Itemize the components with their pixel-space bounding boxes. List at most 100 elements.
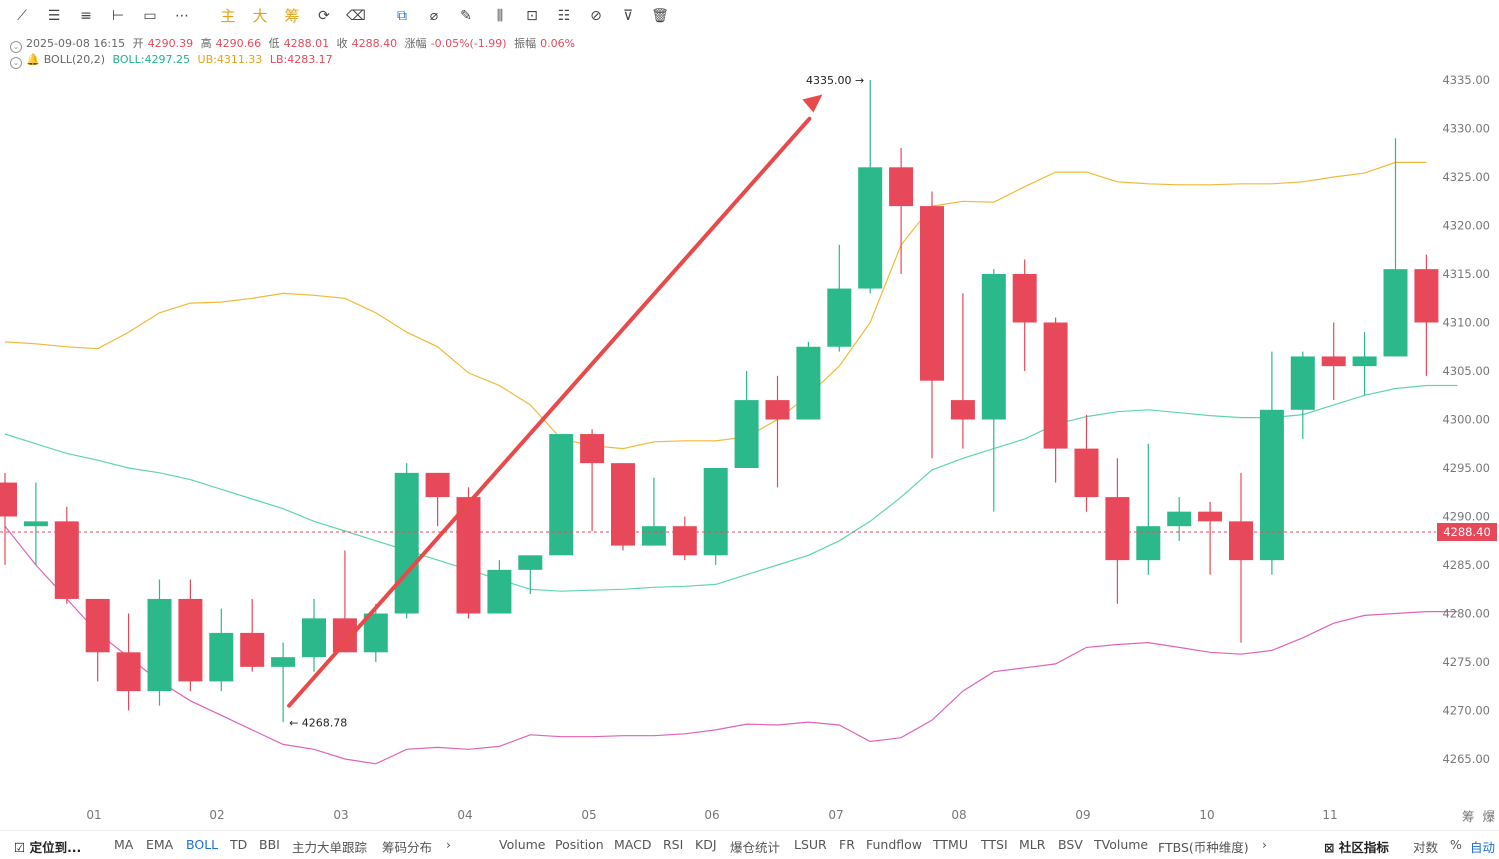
indicator-lsur[interactable]: LSUR	[794, 837, 827, 852]
community-indicators-button[interactable]: ⊠ 社区指标	[1324, 840, 1389, 855]
open-value: 4290.39	[147, 37, 194, 50]
magnet-icon[interactable]: ⊘	[590, 8, 602, 24]
candle-body	[271, 657, 296, 667]
copy-icon[interactable]: ⧉	[397, 8, 407, 24]
indicator-fundflow[interactable]: Fundflow	[866, 837, 923, 852]
candle-body	[1229, 521, 1253, 561]
ruler-icon[interactable]: ⌀	[429, 8, 439, 24]
candle-body	[363, 613, 388, 653]
eraser-line-icon[interactable]: ⌫	[346, 8, 366, 24]
candle-body	[425, 472, 450, 498]
indicator-macd[interactable]: MACD	[614, 837, 652, 852]
candle-body	[703, 468, 728, 556]
indicator-ema[interactable]: EMA	[146, 837, 174, 852]
indicator-mlr[interactable]: MLR	[1019, 837, 1046, 852]
high-value: 4290.66	[215, 37, 262, 50]
chevron-right-icon[interactable]: ›	[446, 837, 451, 852]
candle-body	[178, 598, 203, 682]
pencil-icon[interactable]: ✎	[460, 8, 472, 24]
candle-body	[1321, 356, 1346, 367]
more-icon[interactable]: ⋯	[175, 8, 189, 24]
percent-toggle[interactable]: %	[1450, 837, 1462, 852]
candle-body	[240, 632, 265, 667]
y-tick-label: 4285.00	[1442, 558, 1490, 572]
indicator-kdj[interactable]: KDJ	[695, 837, 717, 852]
candle-body	[920, 206, 944, 381]
x-tick-label: 03	[333, 808, 348, 822]
parallel-lines-icon[interactable]: ☰	[47, 8, 61, 24]
indicator-rsi[interactable]: RSI	[663, 837, 684, 852]
horizontal-lines-icon[interactable]: ≡	[80, 8, 92, 24]
indicator-boll[interactable]: BOLL	[186, 837, 219, 852]
chevron-right-icon[interactable]: ›	[1262, 837, 1267, 852]
indicator-position[interactable]: Position	[555, 837, 604, 852]
indicator-bbi[interactable]: BBI	[259, 837, 280, 852]
candle-body	[456, 497, 481, 614]
collapse-icon[interactable]: ⌄	[10, 41, 22, 53]
compare-icon[interactable]: ⫼	[496, 8, 504, 24]
y-tick-label: 4295.00	[1442, 461, 1490, 475]
y-tick-label: 4305.00	[1442, 364, 1490, 378]
indicator-chip-distribution[interactable]: 筹码分布	[382, 840, 433, 855]
locate-button[interactable]: ☑ 定位到...	[14, 840, 82, 855]
x-tick-label: 09	[1075, 808, 1090, 822]
low-value: 4288.01	[283, 37, 330, 50]
boll-lower-band	[4, 525, 1458, 765]
candle-body	[0, 482, 17, 517]
indicator-fr[interactable]: FR	[839, 837, 855, 852]
last-price-label: 4288.40	[1443, 525, 1491, 539]
x-tick-label: 07	[828, 808, 843, 822]
indicator-liquidation[interactable]: 爆仓统计	[730, 840, 781, 855]
notes-icon[interactable]: ☷	[557, 8, 571, 24]
candle-body	[1105, 497, 1130, 561]
candle-body	[889, 167, 914, 207]
candle-body	[1012, 274, 1037, 323]
candle-datetime: 2025-09-08 16:15	[26, 37, 126, 50]
liquidation-tab[interactable]: 爆	[1482, 809, 1496, 824]
candle-body	[549, 434, 574, 556]
indicator-volume[interactable]: Volume	[499, 837, 546, 852]
filter-icon[interactable]: ⊽	[622, 8, 634, 24]
horizontal-ray-icon[interactable]: ⊢	[111, 8, 125, 24]
lock-icon[interactable]: ⊡	[526, 8, 538, 24]
large-toggle[interactable]: 大	[252, 7, 268, 25]
collapse-icon[interactable]: ⌄	[10, 57, 22, 69]
trash-icon[interactable]: 🗑	[651, 8, 669, 24]
candle-body	[1290, 356, 1315, 410]
y-tick-label: 4290.00	[1442, 510, 1490, 524]
log-scale-toggle[interactable]: 对数	[1413, 840, 1439, 855]
y-tick-label: 4315.00	[1442, 267, 1490, 281]
indicator-tvolume[interactable]: TVolume	[1094, 837, 1149, 852]
candlestick-chart[interactable]: 4288.40 4335.00 → ← 4268.78 4265.00 4270.00…	[0, 0, 1499, 830]
rectangle-icon[interactable]: ▭	[143, 8, 157, 24]
auto-scale-toggle[interactable]: 自动	[1470, 840, 1496, 855]
chips-toggle[interactable]: 筹	[284, 7, 300, 25]
candle-body	[23, 521, 48, 527]
indicator-ma[interactable]: MA	[114, 837, 134, 852]
x-tick-label: 06	[704, 808, 719, 822]
indicator-main-force[interactable]: 主力大单跟踪	[292, 840, 368, 855]
indicator-td[interactable]: TD	[230, 837, 248, 852]
y-tick-label: 4270.00	[1442, 704, 1490, 718]
y-tick-label: 4265.00	[1442, 752, 1490, 766]
candle-body	[858, 167, 883, 289]
candle-body	[981, 274, 1006, 420]
candle-body	[147, 598, 172, 692]
trend-line-icon[interactable]: ⟋	[17, 8, 27, 24]
candle-body	[302, 618, 326, 658]
x-tick-label: 05	[581, 808, 596, 822]
main-toggle[interactable]: 主	[220, 7, 236, 25]
boll-lb-value: LB:4283.17	[269, 53, 333, 66]
candle-body	[765, 400, 790, 420]
y-tick-label: 4335.00	[1442, 73, 1490, 87]
chips-tab[interactable]: 筹	[1462, 809, 1475, 824]
bell-icon[interactable]: 🔔	[26, 53, 40, 66]
sync-icon[interactable]: ⟳	[318, 8, 330, 24]
indicator-bsv[interactable]: BSV	[1058, 837, 1083, 852]
x-tick-label: 11	[1322, 808, 1337, 822]
boll-ub-value: UB:4311.33	[197, 53, 263, 66]
indicator-ftbs[interactable]: FTBS(币种维度)	[1158, 840, 1249, 855]
candle-body	[1383, 269, 1408, 357]
indicator-ttsi[interactable]: TTSI	[981, 837, 1008, 852]
indicator-ttmu[interactable]: TTMU	[933, 837, 968, 852]
